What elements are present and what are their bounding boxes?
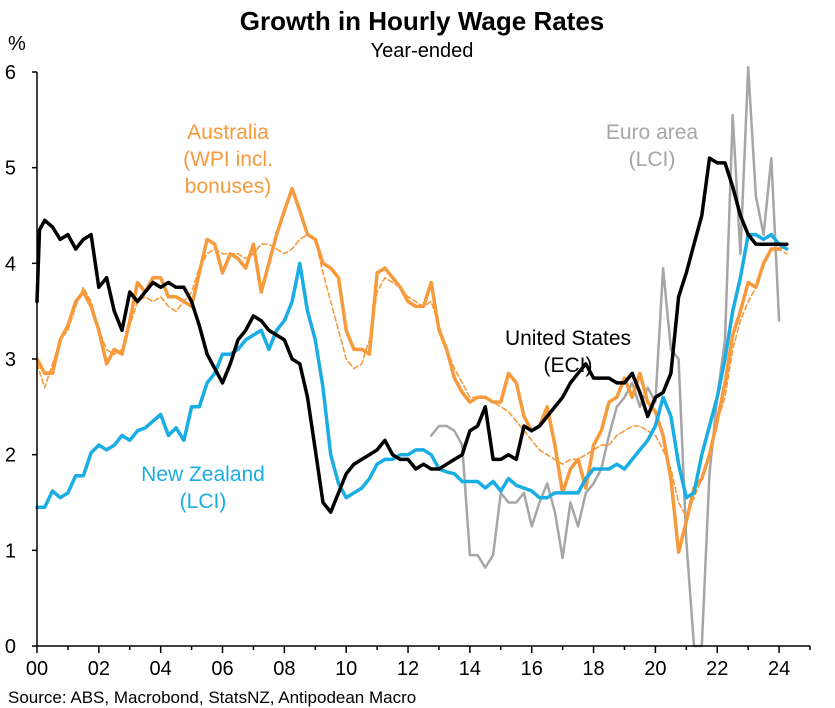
y-tick-label: 5 (5, 158, 16, 180)
annotation-united-states: United States (ECI) (505, 327, 631, 377)
series-line-australia-excl (36, 233, 788, 518)
x-tick-label: 00 (26, 658, 48, 680)
y-tick-label: 3 (5, 349, 16, 371)
series-line-australia (35, 186, 789, 554)
chart-title: Growth in Hourly Wage Rates (240, 6, 605, 36)
x-tick-label: 02 (88, 658, 110, 680)
annotation-euro-line2: (LCI) (629, 148, 676, 171)
annotation-nz-line1: New Zealand (141, 463, 265, 486)
x-tick-label: 24 (768, 658, 790, 680)
y-tick-label: 4 (5, 253, 16, 275)
annotation-australia: Australia (WPI incl. bonuses) (183, 121, 273, 198)
annotation-australia-line2: (WPI incl. (183, 148, 273, 171)
annotation-us-line1: United States (505, 327, 631, 350)
annotation-euro-area: Euro area (LCI) (606, 121, 699, 171)
x-tick-label: 12 (397, 658, 419, 680)
series-line-nz (35, 232, 789, 510)
x-tick-label: 22 (706, 658, 728, 680)
x-tick-label: 16 (521, 658, 543, 680)
x-tick-label: 20 (644, 658, 666, 680)
y-tick-label: 0 (5, 636, 16, 658)
x-tick-label: 04 (150, 658, 172, 680)
y-tick-label: 2 (5, 445, 16, 467)
y-tick-label: 1 (5, 540, 16, 562)
y-tick-label: 6 (5, 62, 16, 84)
chart-subtitle: Year-ended (371, 40, 474, 62)
y-axis-unit-label: % (8, 33, 26, 55)
x-tick-label: 14 (459, 658, 481, 680)
annotation-new-zealand: New Zealand (LCI) (141, 463, 265, 513)
series-layer (35, 65, 789, 648)
annotation-us-line2: (ECI) (544, 354, 593, 377)
annotation-australia-line3: bonuses) (185, 175, 271, 198)
chart-source-note: Source: ABS, Macrobond, StatsNZ, Antipod… (8, 688, 416, 707)
annotation-australia-line1: Australia (187, 121, 269, 144)
annotation-nz-line2: (LCI) (180, 490, 227, 513)
x-tick-label: 10 (335, 658, 357, 680)
series-line-euro (429, 65, 781, 648)
x-tick-label: 08 (273, 658, 295, 680)
annotation-euro-line1: Euro area (606, 121, 699, 144)
x-tick-label: 06 (211, 658, 233, 680)
series-line-us (35, 156, 789, 514)
x-tick-label: 18 (582, 658, 604, 680)
